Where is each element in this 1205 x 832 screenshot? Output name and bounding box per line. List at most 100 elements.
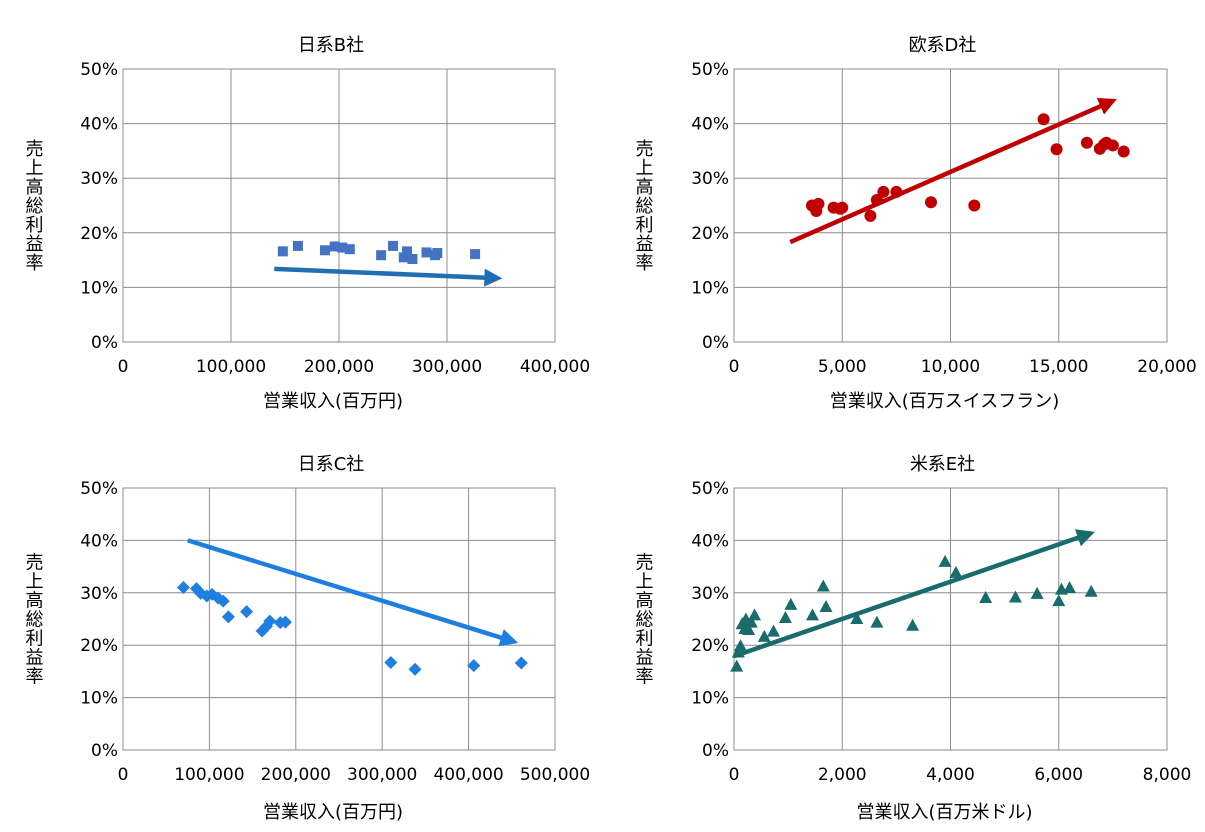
chart-panel-4: 0% 10% 20% 30% 40% 50% 0 2,000 4,000 6,000 8,000 米系…	[633, 454, 1192, 823]
data-point	[906, 618, 920, 631]
y-tick-label: 10%	[80, 689, 118, 709]
data-point	[877, 185, 890, 198]
data-point	[329, 241, 340, 252]
data-point	[949, 565, 963, 578]
x-tick-label: 300,000	[412, 357, 482, 377]
x-tick-label: 0	[729, 765, 740, 785]
data-point	[748, 608, 762, 621]
x-tick-label: 15,000	[1029, 357, 1088, 377]
y-tick-label: 0%	[702, 333, 729, 353]
data-point	[292, 240, 303, 251]
y-tick-label: 0%	[91, 333, 118, 353]
chart-title: 米系E社	[910, 454, 975, 475]
y-tick-label: 30%	[691, 584, 729, 604]
data-point	[1050, 143, 1063, 156]
data-point	[1080, 136, 1093, 149]
y-tick-label: 40%	[691, 115, 729, 135]
y-tick-label: 50%	[80, 60, 118, 80]
data-point	[819, 599, 833, 612]
y-axis-title: 売上高総利益率	[23, 552, 44, 685]
data-point	[337, 242, 348, 253]
data-point	[836, 201, 849, 214]
plot-area	[122, 487, 556, 751]
x-tick-label: 100,000	[196, 357, 266, 377]
data-point	[968, 199, 981, 212]
x-axis-title: 営業収入(百万円)	[263, 391, 403, 412]
data-point	[1117, 145, 1130, 158]
x-tick-label: 8,000	[1143, 765, 1192, 785]
data-point	[376, 250, 387, 261]
data-point	[388, 240, 398, 251]
x-tick-label: 400,000	[520, 357, 590, 377]
data-point	[733, 639, 747, 652]
data-point	[467, 659, 481, 673]
data-point	[277, 246, 288, 257]
plot-area	[122, 68, 556, 343]
x-tick-label: 4,000	[926, 765, 975, 785]
data-point	[850, 612, 864, 624]
data-point	[778, 610, 792, 623]
data-point	[767, 624, 781, 637]
data-point	[816, 579, 830, 592]
y-axis-title: 売上高総利益率	[633, 139, 654, 272]
data-point	[263, 614, 277, 628]
data-point	[870, 194, 883, 207]
y-tick-label: 30%	[691, 169, 729, 189]
y-tick-label: 0%	[91, 741, 118, 761]
y-tick-label: 50%	[691, 479, 729, 499]
y-tick-label: 30%	[80, 584, 118, 604]
data-point	[938, 554, 952, 567]
data-point	[421, 247, 432, 258]
data-point	[1008, 590, 1022, 603]
x-tick-label: 200,000	[261, 765, 331, 785]
data-point	[1052, 594, 1066, 607]
x-tick-label: 100,000	[174, 765, 244, 785]
data-point	[742, 623, 756, 636]
y-tick-label: 50%	[80, 479, 118, 499]
y-tick-label: 20%	[80, 224, 118, 244]
x-tick-label: 0	[118, 765, 129, 785]
y-tick-label: 20%	[691, 636, 729, 656]
y-tick-label: 10%	[691, 278, 729, 298]
x-tick-label: 500,000	[520, 765, 590, 785]
data-point	[1030, 586, 1044, 599]
x-tick-label: 6,000	[1034, 765, 1083, 785]
trend-arrow	[789, 98, 1117, 245]
y-axis-title: 売上高総利益率	[23, 139, 44, 272]
chart-title: 欧系D社	[909, 35, 977, 56]
data-point	[979, 591, 993, 604]
trend-arrow	[733, 529, 1095, 659]
data-point	[407, 254, 418, 265]
data-point	[925, 196, 938, 209]
data-point	[344, 244, 355, 255]
y-tick-label: 0%	[702, 741, 729, 761]
x-tick-label: 400,000	[433, 765, 503, 785]
x-tick-label: 200,000	[304, 357, 374, 377]
x-tick-label: 0	[118, 357, 129, 377]
plot-area	[733, 68, 1168, 343]
y-tick-label: 20%	[691, 224, 729, 244]
x-axis-title: 営業収入(百万スイスフラン)	[830, 391, 1060, 412]
data-point	[278, 615, 292, 629]
data-point	[784, 597, 798, 610]
data-point	[319, 245, 330, 256]
x-tick-label: 5,000	[818, 357, 867, 377]
data-point	[1063, 581, 1077, 594]
x-axis-title: 営業収入(百万円)	[263, 802, 403, 823]
chart-panel-1: 0% 10% 20% 30% 40% 50% 0 100,000 200,000 300,000 4…	[23, 35, 591, 412]
y-tick-label: 20%	[80, 636, 118, 656]
x-tick-label: 20,000	[1137, 357, 1196, 377]
data-point	[731, 645, 745, 658]
data-point	[402, 246, 413, 257]
data-point	[216, 594, 230, 608]
data-point	[1084, 584, 1098, 597]
chart-panel-2: 0% 10% 20% 30% 40% 50% 0 5,000 10,000 15,000 20,00…	[633, 35, 1197, 412]
y-tick-label: 10%	[691, 689, 729, 709]
data-point	[730, 659, 744, 672]
chart-title: 日系B社	[298, 35, 364, 56]
chart-panel-3: 0% 10% 20% 30% 40% 50% 0 100,000 200,000 300,000 4…	[23, 454, 591, 823]
data-point	[221, 610, 235, 624]
x-axis-title: 営業収入(百万米ドル)	[856, 802, 1032, 823]
data-point	[408, 662, 422, 676]
